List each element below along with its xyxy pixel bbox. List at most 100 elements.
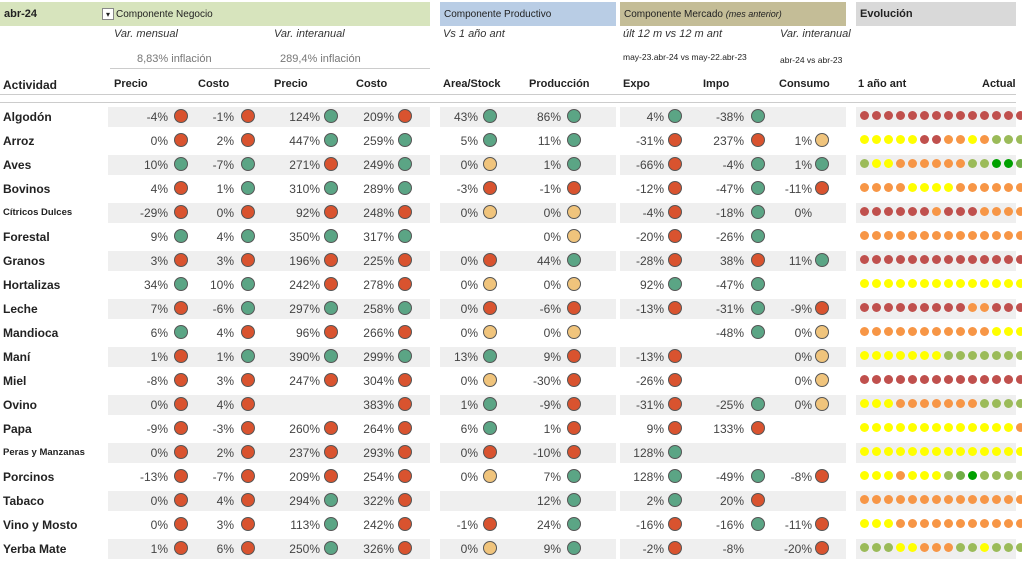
evolution-dot-icon [1016,279,1022,288]
evolution-dot-icon [956,495,965,504]
evolution-dot-icon [884,543,893,552]
status-indicator-icon [174,229,188,243]
cell-value-impo: -18% [715,206,744,220]
evolution-dot-icon [1016,303,1022,312]
status-indicator-icon [398,397,412,411]
evolution-dot-icon [860,447,869,456]
evolution-dot-icon [932,135,941,144]
status-indicator-icon [668,541,682,555]
cell-value-cons: -8% [790,470,812,484]
status-indicator-icon [483,325,497,339]
evolution-dot-icon [944,231,953,240]
evolution-dot-icon [968,447,977,456]
status-indicator-icon [668,445,682,459]
status-indicator-icon [567,181,581,195]
cell-value-cm: 10% [209,278,234,292]
evolution-dot-icon [932,519,941,528]
status-indicator-icon [324,421,338,435]
cell-value-cons: -11% [784,182,812,196]
cell-value-expo: -31% [635,134,664,148]
cell-value-cm: 1% [216,350,234,364]
cell-value-cons: 0% [794,398,812,412]
status-indicator-icon [324,133,338,147]
cell-value-pm: 4% [150,182,168,196]
evolution-dot-icon [968,135,977,144]
cell-value-ci: 209% [363,110,394,124]
cell-value-cons: 0% [794,350,812,364]
table-row: Maní 1% 1% 390% 299% 13% 9% -13% 0% [0,346,1022,368]
cell-value-cm: -3% [212,422,234,436]
sub-ult-12m-range: may-23.abr-24 vs may-22.abr-23 [623,52,747,62]
evolution-dot-icon [920,279,929,288]
status-indicator-icon [483,349,497,363]
evolution-dot-icon [872,495,881,504]
evolution-dot-icon [968,183,977,192]
cell-value-impo: 38% [719,254,744,268]
cell-value-ci: 259% [363,134,394,148]
evolution-dot-icon [944,351,953,360]
period-dropdown-icon[interactable]: ▾ [102,8,114,20]
status-indicator-icon [668,109,682,123]
evolution-dot-icon [920,495,929,504]
evolution-dot-icon [908,255,917,264]
cell-value-cons: 0% [794,374,812,388]
table-row: Leche 7% -6% 297% 258% 0% -6% -13% -31% -9% [0,298,1022,320]
cell-value-prod: -10% [532,446,561,460]
status-indicator-icon [324,253,338,267]
evolution-dot-icon [992,255,1001,264]
cell-value-impo: 237% [713,134,744,148]
status-indicator-icon [241,373,255,387]
evolution-dot-icon [980,231,989,240]
evolution-dot-icon [872,183,881,192]
evolution-dot-icon [908,447,917,456]
cell-value-ci: 304% [363,374,394,388]
cell-value-expo: -13% [635,350,664,364]
cell-value-prod: 0% [543,326,561,340]
status-indicator-icon [241,157,255,171]
cell-value-cm: 6% [216,542,234,556]
evolution-dot-icon [908,303,917,312]
col-actividad: Actividad [3,78,58,92]
cell-value-area: 0% [460,446,478,460]
cell-value-cm: -7% [212,158,234,172]
evolution-dot-icon [1004,399,1013,408]
table-row: Hortalizas 34% 10% 242% 278% 0% 0% 92% -47% [0,274,1022,296]
cell-value-area: 6% [460,422,478,436]
evolution-trend [860,495,1022,504]
evolution-dot-icon [944,327,953,336]
cell-value-pi: 310% [289,182,320,196]
cell-value-area: -1% [456,518,478,532]
evolution-dot-icon [980,375,989,384]
status-indicator-icon [174,421,188,435]
row-band [108,491,430,511]
cell-value-pi: 242% [289,278,320,292]
evolution-dot-icon [980,183,989,192]
cell-value-cm: 3% [216,254,234,268]
evolution-dot-icon [860,423,869,432]
status-indicator-icon [398,277,412,291]
cell-value-ci: 258% [363,302,394,316]
table-row: Miel -8% 3% 247% 304% 0% -30% -26% 0% [0,370,1022,392]
evolution-dot-icon [860,327,869,336]
table-row: Tabaco 0% 4% 294% 322% 12% 2% 20% [0,490,1022,512]
cell-value-pi: 113% [290,518,320,532]
evolution-trend [860,111,1022,120]
evolution-dot-icon [872,447,881,456]
evolution-trend [860,543,1022,552]
cell-value-impo: -48% [715,326,744,340]
status-indicator-icon [567,277,581,291]
status-indicator-icon [668,349,682,363]
evolution-dot-icon [980,471,989,480]
evolution-dot-icon [968,327,977,336]
header-evolucion: Evolución [856,2,1016,26]
inflacion-interanual: 289,4% inflación [280,53,361,65]
evolution-dot-icon [896,495,905,504]
status-indicator-icon [567,157,581,171]
activity-name: Yerba Mate [3,542,67,556]
cell-value-pi: 294% [289,494,320,508]
cell-value-pm: 0% [150,134,168,148]
cell-value-impo: -26% [715,230,744,244]
evolution-dot-icon [884,207,893,216]
evolution-dot-icon [920,207,929,216]
evolution-dot-icon [872,399,881,408]
